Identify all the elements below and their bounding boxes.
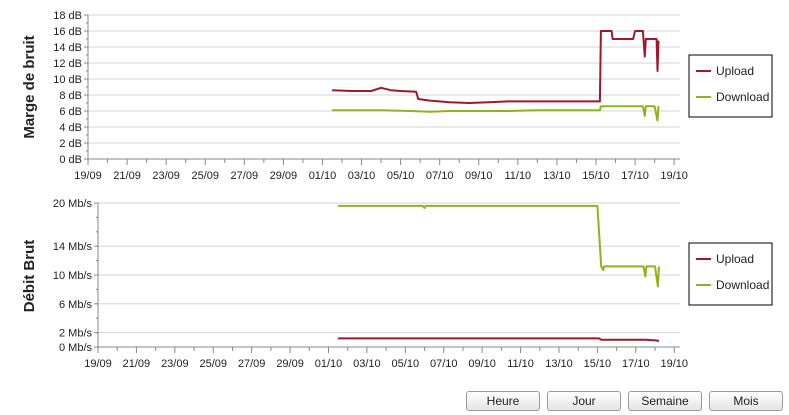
y-tick-label: 2 dB [59, 138, 82, 150]
legend-box [688, 54, 773, 118]
y-tick-label: 10 Mb/s [53, 270, 93, 282]
y-tick-label: 18 dB [53, 10, 82, 22]
y-tick-label: 2 Mb/s [59, 328, 93, 340]
legend-box [688, 242, 773, 306]
x-tick-label: 01/10 [315, 358, 343, 370]
legend: Upload Download [688, 54, 773, 118]
x-tick-label: 05/10 [392, 358, 420, 370]
x-tick-label: 13/10 [543, 170, 571, 182]
y-tick-label: 6 dB [59, 106, 82, 118]
x-tick-label: 29/09 [270, 170, 298, 182]
legend-label-download: Download [716, 90, 769, 104]
y-tick-label: 16 dB [53, 26, 82, 38]
series-line-upload [338, 337, 660, 343]
charts-area: 0 dB 2 dB 4 dB 6 dB 8 dB 10 dB 12 dB 14 dB 16 dB… [21, 10, 773, 370]
y-tick-label: 10 dB [53, 74, 82, 86]
y-axis-title: Débit Brut [21, 240, 38, 313]
x-tick-label: 01/10 [309, 170, 337, 182]
x-tick-label: 25/09 [191, 170, 219, 182]
x-tick-label: 19/09 [74, 170, 102, 182]
x-tick-label: 23/09 [161, 358, 189, 370]
x-tick-label: 21/09 [123, 358, 151, 370]
x-tick-label: 07/10 [426, 170, 454, 182]
x-tick-label: 23/09 [152, 170, 180, 182]
series-line-download [332, 105, 660, 122]
x-tick-label: 07/10 [430, 358, 458, 370]
x-tick-label: 19/10 [660, 358, 688, 370]
legend: Upload Download [688, 242, 773, 306]
y-tick-label: 12 dB [53, 58, 82, 70]
x-tick-label: 13/10 [545, 358, 573, 370]
x-tick-label: 27/09 [231, 170, 259, 182]
x-tick-label: 09/10 [465, 170, 493, 182]
x-tick-label: 19/09 [84, 358, 112, 370]
x-tick-label: 03/10 [353, 358, 381, 370]
x-tick-label: 17/10 [622, 358, 650, 370]
semaine-button[interactable]: Semaine [628, 391, 702, 411]
legend-label-upload: Upload [716, 252, 754, 266]
x-tick-label: 17/10 [621, 170, 649, 182]
legend-label-upload: Upload [716, 64, 754, 78]
y-tick-label: 0 Mb/s [59, 342, 93, 354]
series-line-upload [332, 30, 660, 104]
x-tick-label: 09/10 [468, 358, 496, 370]
y-tick-label: 6 Mb/s [59, 299, 93, 311]
y-axis-title: Marge de bruit [21, 35, 38, 138]
x-tick-label: 27/09 [238, 358, 266, 370]
chart-2: 0 Mb/s 2 Mb/s 6 Mb/s 10 Mb/s 14 Mb/s 20 Mb/s 1… [21, 198, 773, 370]
legend-label-download: Download [716, 278, 769, 292]
x-tick-label: 21/09 [113, 170, 141, 182]
x-tick-label: 15/10 [582, 170, 610, 182]
y-tick-label: 14 Mb/s [53, 241, 93, 253]
x-tick-label: 11/10 [504, 170, 531, 182]
y-tick-label: 8 dB [59, 90, 82, 102]
y-tick-label: 20 Mb/s [53, 198, 93, 210]
y-tick-label: 14 dB [53, 42, 82, 54]
x-tick-label: 03/10 [348, 170, 376, 182]
x-tick-label: 25/09 [199, 358, 227, 370]
x-tick-label: 19/10 [660, 170, 688, 182]
x-tick-label: 11/10 [507, 358, 534, 370]
jour-button[interactable]: Jour [547, 391, 621, 411]
heure-button[interactable]: Heure [466, 391, 540, 411]
y-tick-label: 0 dB [59, 154, 82, 166]
series-line-download [338, 204, 660, 288]
x-tick-label: 15/10 [584, 358, 612, 370]
mois-button[interactable]: Mois [709, 391, 783, 411]
chart-1: 0 dB 2 dB 4 dB 6 dB 8 dB 10 dB 12 dB 14 dB 16 dB… [21, 10, 773, 182]
x-tick-label: 29/09 [276, 358, 304, 370]
y-tick-label: 4 dB [59, 122, 82, 134]
x-tick-label: 05/10 [387, 170, 415, 182]
